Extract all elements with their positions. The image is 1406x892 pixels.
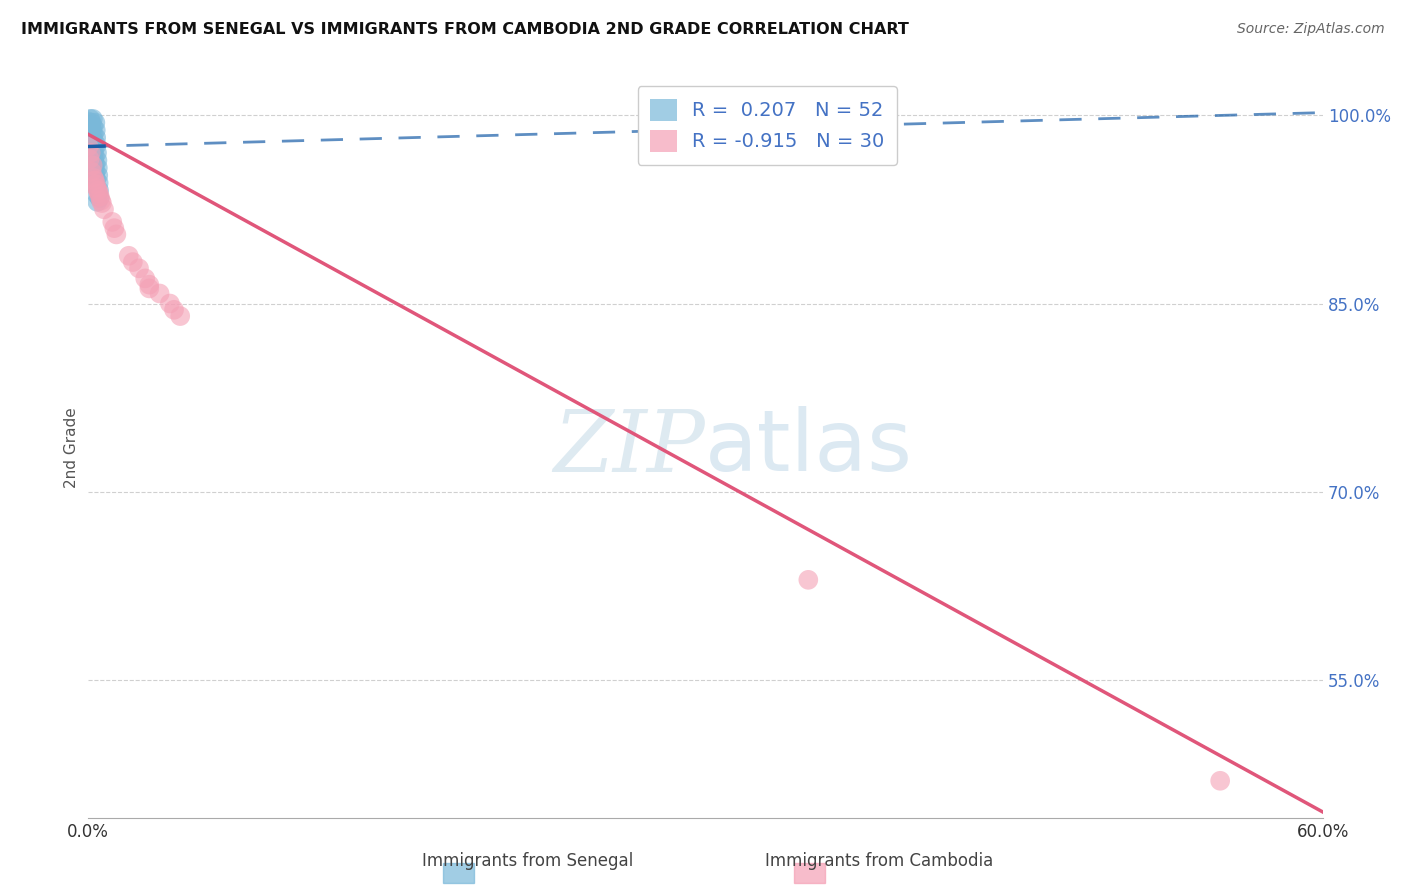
Point	[83, 161, 105, 175]
Text: Immigrants from Senegal: Immigrants from Senegal	[422, 852, 633, 870]
Point	[77, 118, 100, 132]
Point	[80, 142, 103, 156]
Point	[82, 112, 104, 126]
Point	[84, 177, 107, 191]
Point	[79, 158, 101, 172]
Point	[80, 162, 103, 177]
Point	[82, 158, 104, 172]
Point	[79, 112, 101, 126]
Point	[84, 164, 107, 178]
Point	[87, 169, 110, 183]
Point	[82, 138, 104, 153]
Point	[797, 573, 820, 587]
Point	[80, 120, 103, 134]
Y-axis label: 2nd Grade: 2nd Grade	[65, 408, 79, 488]
Point	[83, 150, 105, 164]
Text: IMMIGRANTS FROM SENEGAL VS IMMIGRANTS FROM CAMBODIA 2ND GRADE CORRELATION CHART: IMMIGRANTS FROM SENEGAL VS IMMIGRANTS FR…	[21, 22, 908, 37]
Point	[86, 138, 108, 153]
Point	[89, 190, 111, 204]
Point	[83, 170, 105, 185]
Point	[134, 271, 156, 285]
Point	[84, 130, 107, 145]
Point	[118, 249, 141, 263]
Point	[83, 173, 105, 187]
Point	[87, 184, 110, 198]
Point	[149, 286, 172, 301]
Point	[79, 139, 101, 153]
Point	[87, 184, 110, 198]
Text: Source: ZipAtlas.com: Source: ZipAtlas.com	[1237, 22, 1385, 37]
Point	[86, 187, 108, 202]
Point	[163, 302, 186, 317]
Point	[103, 221, 125, 235]
Point	[79, 154, 101, 169]
Point	[80, 164, 103, 178]
Point	[1209, 773, 1232, 788]
Point	[82, 157, 104, 171]
Point	[83, 153, 105, 168]
Point	[77, 136, 100, 150]
Point	[138, 281, 160, 295]
Point	[83, 145, 105, 160]
Point	[91, 196, 114, 211]
Point	[84, 157, 107, 171]
Point	[83, 127, 105, 141]
Point	[105, 227, 128, 242]
Legend: R =  0.207   N = 52, R = -0.915   N = 30: R = 0.207 N = 52, R = -0.915 N = 30	[637, 87, 897, 165]
Point	[77, 123, 100, 137]
Point	[101, 215, 124, 229]
Point	[86, 145, 108, 160]
Point	[84, 116, 107, 130]
Point	[84, 169, 107, 183]
Text: Immigrants from Cambodia: Immigrants from Cambodia	[765, 852, 993, 870]
Point	[84, 172, 107, 186]
Point	[79, 145, 101, 160]
Point	[77, 127, 100, 141]
Point	[86, 179, 108, 194]
Point	[86, 153, 108, 168]
Point	[128, 261, 150, 276]
Point	[90, 194, 112, 208]
Point	[159, 296, 181, 310]
Point	[82, 164, 104, 178]
Point	[77, 130, 100, 145]
Point	[83, 135, 105, 149]
Point	[80, 150, 103, 164]
Text: atlas: atlas	[706, 407, 914, 490]
Point	[77, 143, 100, 157]
Point	[89, 191, 111, 205]
Point	[79, 151, 101, 165]
Point	[79, 127, 101, 141]
Point	[80, 123, 103, 137]
Text: ZIP: ZIP	[554, 407, 706, 490]
Point	[77, 114, 100, 128]
Point	[83, 142, 105, 156]
Point	[82, 130, 104, 145]
Point	[77, 139, 100, 153]
Point	[86, 194, 108, 209]
Point	[79, 152, 101, 166]
Point	[87, 161, 110, 175]
Point	[86, 181, 108, 195]
Point	[138, 277, 160, 292]
Point	[82, 120, 104, 134]
Point	[79, 147, 101, 161]
Point	[80, 116, 103, 130]
Point	[93, 202, 115, 217]
Point	[169, 309, 191, 323]
Point	[80, 135, 103, 149]
Point	[87, 186, 110, 200]
Point	[84, 123, 107, 137]
Point	[121, 255, 143, 269]
Point	[87, 176, 110, 190]
